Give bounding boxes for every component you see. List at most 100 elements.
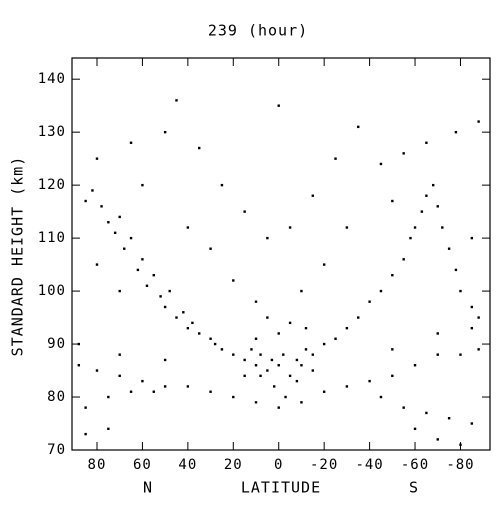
point bbox=[254, 364, 258, 367]
point bbox=[213, 342, 217, 346]
point bbox=[220, 348, 224, 351]
point bbox=[413, 427, 417, 431]
point bbox=[254, 300, 258, 303]
point bbox=[254, 337, 258, 340]
point bbox=[141, 258, 144, 261]
point bbox=[357, 125, 360, 129]
point bbox=[272, 385, 276, 388]
point bbox=[300, 401, 303, 404]
plot-frame bbox=[71, 57, 491, 451]
point bbox=[250, 348, 253, 351]
point bbox=[266, 316, 269, 319]
point bbox=[284, 395, 287, 399]
x-tick-label: -20 bbox=[310, 457, 338, 473]
point bbox=[322, 263, 326, 266]
point bbox=[311, 353, 315, 356]
point bbox=[470, 326, 474, 330]
point bbox=[118, 353, 121, 356]
point bbox=[209, 337, 212, 340]
point bbox=[304, 326, 308, 330]
y-tick-label: 130 bbox=[38, 124, 66, 140]
point bbox=[477, 348, 480, 351]
annotation: S bbox=[409, 479, 419, 497]
point bbox=[159, 295, 162, 298]
point bbox=[288, 374, 292, 378]
point bbox=[243, 374, 246, 378]
point bbox=[198, 146, 201, 150]
point bbox=[163, 130, 167, 134]
point bbox=[311, 194, 315, 197]
point bbox=[243, 210, 246, 213]
point bbox=[413, 364, 417, 367]
point bbox=[470, 422, 474, 425]
point bbox=[357, 316, 360, 319]
point bbox=[436, 205, 439, 208]
point bbox=[470, 305, 474, 309]
point bbox=[459, 353, 462, 356]
point bbox=[277, 406, 280, 409]
point bbox=[322, 390, 326, 393]
point bbox=[436, 438, 439, 441]
point bbox=[459, 289, 462, 293]
point bbox=[186, 326, 190, 330]
point bbox=[477, 120, 480, 123]
point bbox=[113, 231, 117, 235]
point bbox=[334, 157, 337, 160]
x-tick-label: 80 bbox=[88, 457, 107, 473]
chart-title: 239 (hour) bbox=[208, 22, 308, 40]
point bbox=[84, 199, 87, 203]
point bbox=[413, 226, 417, 229]
point bbox=[220, 183, 224, 187]
point bbox=[209, 247, 212, 250]
point bbox=[454, 130, 458, 134]
point bbox=[441, 226, 444, 229]
point bbox=[345, 326, 349, 330]
point bbox=[152, 273, 155, 277]
point bbox=[447, 417, 451, 420]
point bbox=[182, 311, 185, 314]
point bbox=[163, 385, 167, 388]
point bbox=[379, 395, 383, 399]
y-tick-label: 100 bbox=[38, 283, 66, 299]
point bbox=[391, 199, 394, 203]
point bbox=[436, 332, 439, 335]
point bbox=[345, 385, 349, 388]
y-axis-label: STANDARD HEIGHT (km) bbox=[9, 156, 27, 357]
x-tick-label: 0 bbox=[274, 457, 283, 473]
point bbox=[368, 300, 371, 303]
point bbox=[118, 374, 121, 378]
x-tick-label: -60 bbox=[401, 457, 429, 473]
point bbox=[379, 162, 383, 166]
point bbox=[402, 152, 405, 155]
point bbox=[391, 348, 394, 351]
point bbox=[402, 258, 405, 261]
point bbox=[447, 247, 451, 250]
point bbox=[254, 401, 258, 404]
point bbox=[311, 369, 315, 372]
point bbox=[129, 236, 133, 240]
point bbox=[84, 432, 87, 436]
point bbox=[77, 342, 81, 346]
point bbox=[270, 358, 274, 362]
x-tick-label: 60 bbox=[133, 457, 152, 473]
point bbox=[209, 390, 212, 393]
point bbox=[288, 321, 292, 325]
point bbox=[334, 337, 337, 340]
point bbox=[322, 342, 326, 346]
point bbox=[198, 332, 201, 335]
point bbox=[266, 236, 269, 240]
y-tick-label: 80 bbox=[47, 389, 66, 405]
point bbox=[141, 183, 144, 187]
point bbox=[141, 379, 144, 383]
y-tick-label: 140 bbox=[38, 71, 66, 87]
y-tick-label: 120 bbox=[38, 177, 66, 193]
point bbox=[391, 273, 394, 277]
point bbox=[95, 263, 99, 266]
point bbox=[425, 194, 428, 197]
point bbox=[425, 411, 428, 415]
point bbox=[295, 379, 299, 383]
point bbox=[259, 374, 262, 378]
point bbox=[304, 348, 308, 351]
y-tick-label: 70 bbox=[47, 442, 66, 458]
point bbox=[168, 289, 171, 293]
